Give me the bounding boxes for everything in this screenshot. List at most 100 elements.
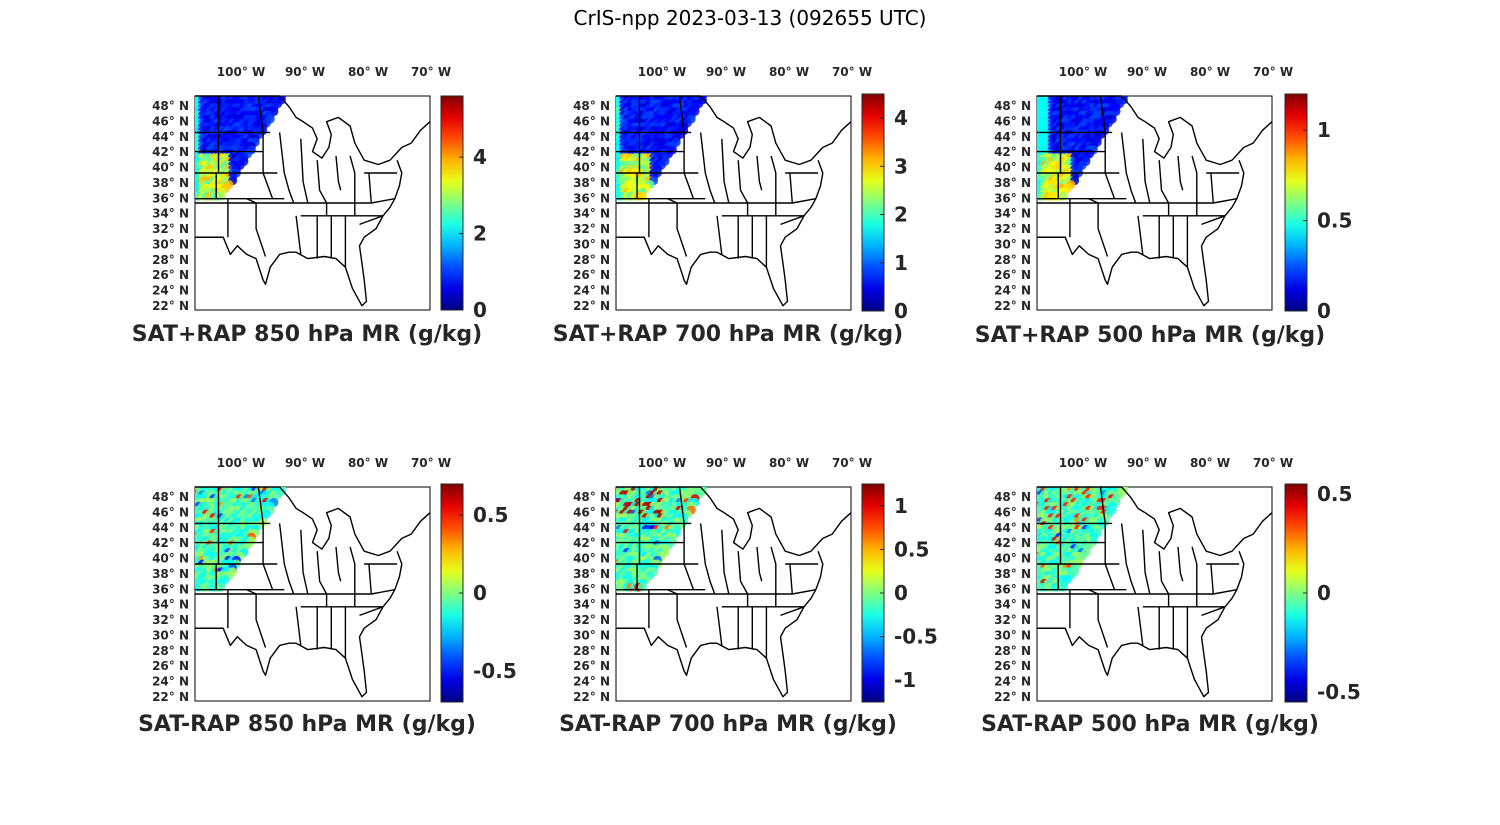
colorbar-tick-label: -0.5 [473, 659, 517, 683]
lon-label: 70° W [411, 65, 451, 79]
panel-title: SAT-RAP 500 hPa MR (g/kg) [981, 712, 1319, 737]
lat-label: 42° N [994, 145, 1031, 159]
state-borders [195, 95, 431, 307]
lat-label: 26° N [994, 659, 1031, 673]
lat-label: 24° N [994, 675, 1031, 689]
lat-label: 40° N [573, 552, 610, 566]
colorbar-tick-label: 0.5 [1317, 482, 1352, 506]
lat-label: 32° N [573, 222, 610, 236]
map-panel-4: 48° N46° N 44° N42° N 40° N38° N36° N 34° N… [138, 456, 517, 737]
lat-label: 28° N [994, 253, 1031, 267]
lat-label: 40° N [152, 552, 189, 566]
lat-label: 40° N [994, 161, 1031, 175]
lon-label: 80° W [769, 456, 809, 470]
lat-label: 22° N [152, 299, 189, 313]
lat-label: 42° N [573, 536, 610, 550]
state-borders [1037, 95, 1273, 307]
lat-label: 26° N [994, 268, 1031, 282]
lat-label: 40° N [152, 161, 189, 175]
lat-label: 26° N [152, 268, 189, 282]
lat-label: 36° N [152, 582, 189, 596]
lon-label: 100° W [217, 65, 265, 79]
lat-label: 38° N [994, 176, 1031, 190]
lat-label: 46° N [994, 505, 1031, 519]
colorbar-tick-label: 2 [894, 203, 908, 227]
lat-label: 40° N [573, 161, 610, 175]
lat-label: 32° N [152, 222, 189, 236]
lat-label: 48° N [152, 99, 189, 113]
lat-label: 42° N [152, 145, 189, 159]
colorbar-tick-label: 0.5 [473, 503, 508, 527]
map-panel-5: 48° N46° N 44° N42° N 40° N38° N36° N 34° N… [559, 456, 938, 737]
lat-label: 34° N [573, 207, 610, 221]
lat-label: 46° N [152, 505, 189, 519]
lat-label: 46° N [573, 505, 610, 519]
state-borders [616, 486, 852, 698]
lat-label: 24° N [152, 284, 189, 298]
lat-label: 36° N [994, 191, 1031, 205]
lat-label: 34° N [573, 598, 610, 612]
lon-label: 90° W [1127, 456, 1167, 470]
lat-label: 26° N [573, 268, 610, 282]
lat-label: 28° N [573, 253, 610, 267]
colorbar [1284, 93, 1308, 312]
lat-label: 28° N [152, 644, 189, 658]
panel-title: SAT-RAP 850 hPa MR (g/kg) [138, 712, 476, 737]
lat-label: 46° N [573, 114, 610, 128]
lon-label: 70° W [1253, 65, 1293, 79]
lon-label: 90° W [285, 456, 325, 470]
lon-label: 70° W [832, 456, 872, 470]
lat-label: 26° N [152, 659, 189, 673]
lat-label: 46° N [152, 114, 189, 128]
state-borders [616, 95, 852, 307]
colorbar [861, 93, 885, 312]
map-panel-6: 48° N46° N 44° N42° N 40° N38° N36° N 34° N… [981, 456, 1361, 737]
panel-title: SAT+RAP 700 hPa MR (g/kg) [553, 322, 903, 347]
lat-label: 48° N [573, 99, 610, 113]
lat-label: 32° N [994, 613, 1031, 627]
colorbar-tick-label: 1 [1317, 118, 1331, 142]
lat-label: 30° N [573, 238, 610, 252]
panel-title: SAT+RAP 850 hPa MR (g/kg) [132, 322, 482, 347]
lat-label: 36° N [573, 582, 610, 596]
lat-label: 28° N [573, 644, 610, 658]
lat-label: 32° N [573, 613, 610, 627]
figure-title: CrIS-npp 2023-03-13 (092655 UTC) [573, 6, 927, 30]
lat-label: 48° N [994, 99, 1031, 113]
lon-label: 100° W [638, 456, 686, 470]
colorbar-tick-label: 1 [894, 251, 908, 275]
lon-label: 80° W [348, 65, 388, 79]
colorbar-tick-label: 0.5 [1317, 209, 1352, 233]
lon-label: 70° W [832, 65, 872, 79]
lat-label: 34° N [152, 207, 189, 221]
state-borders [195, 486, 431, 698]
map-panel-1: 48° N46° N 44° N42° N 40° N38° N36° N 34° N… [132, 65, 487, 347]
lat-label: 22° N [994, 690, 1031, 704]
lon-label: 100° W [638, 65, 686, 79]
panel-title: SAT+RAP 500 hPa MR (g/kg) [975, 323, 1325, 348]
colorbar [440, 95, 464, 311]
lat-label: 28° N [994, 644, 1031, 658]
lat-label: 36° N [573, 191, 610, 205]
lat-label: 22° N [573, 299, 610, 313]
colorbar-tick-label: 0.5 [894, 537, 929, 561]
swath-data [616, 487, 707, 592]
lat-label: 32° N [152, 613, 189, 627]
colorbar-tick-label: 0 [473, 298, 487, 322]
lat-label: 38° N [152, 176, 189, 190]
lat-label: 30° N [152, 238, 189, 252]
lat-label: 40° N [994, 552, 1031, 566]
lat-label: 42° N [994, 536, 1031, 550]
lat-label: 34° N [994, 598, 1031, 612]
lat-label: 34° N [152, 598, 189, 612]
lon-label: 100° W [217, 456, 265, 470]
colorbar-tick-label: 1 [894, 494, 908, 518]
lat-label: 42° N [152, 536, 189, 550]
lat-label: 44° N [152, 130, 189, 144]
lon-label: 70° W [1253, 456, 1293, 470]
lat-label: 36° N [994, 582, 1031, 596]
colorbar-tick-label: 0 [894, 299, 908, 323]
lon-label: 100° W [1059, 65, 1107, 79]
lat-label: 42° N [573, 145, 610, 159]
lat-label: 30° N [994, 238, 1031, 252]
